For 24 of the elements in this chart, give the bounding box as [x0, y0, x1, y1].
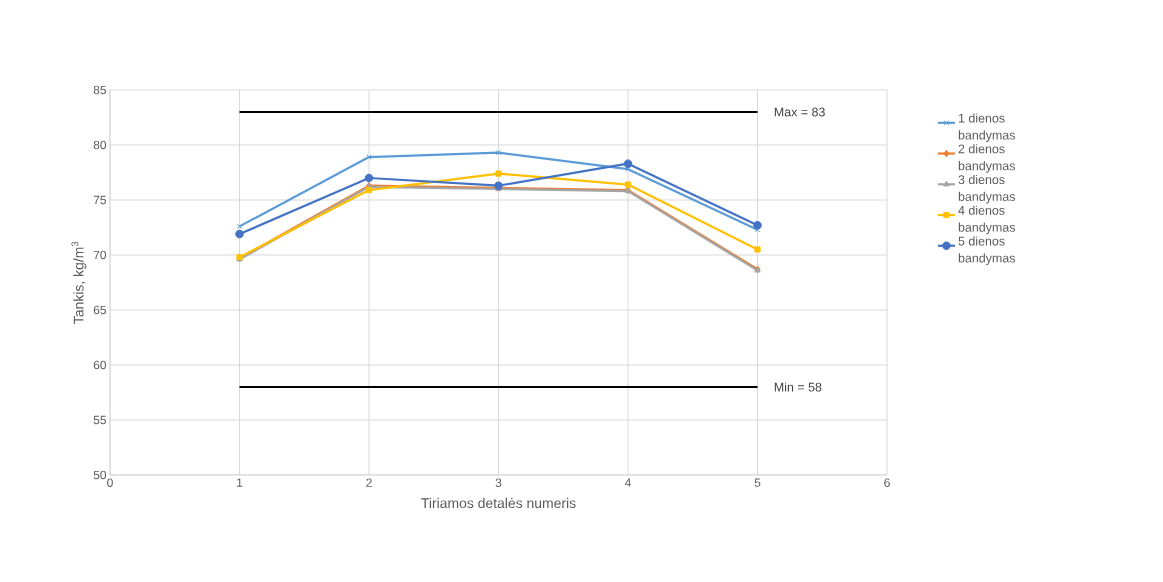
legend-label: 1 dienos bandymas [958, 113, 1016, 142]
legend-label: 3 dienos bandymas [958, 174, 1016, 204]
x-tick-label: 6 [884, 478, 890, 487]
x-tick-label: 3 [495, 478, 502, 487]
x-tick-label: 1 [237, 478, 243, 487]
y-tick-label: 75 [93, 195, 106, 205]
ref-line-label: Min = 58 [774, 382, 822, 392]
y-tick-label: 85 [93, 85, 106, 95]
legend-label: 5 dienos bandymas [958, 236, 1016, 265]
legend-label: 4 dienos bandymas [958, 205, 1016, 235]
y-tick-label: 65 [93, 305, 106, 315]
y-tick-label: 70 [93, 250, 107, 260]
x-tick-label: 2 [366, 478, 372, 487]
x-tick-label: 5 [754, 478, 761, 487]
x-tick-label: 4 [624, 478, 631, 487]
x-axis-title: Tiriamos detalės numeris [421, 497, 576, 509]
y-tick-label: 55 [93, 415, 106, 425]
y-tick-label: 80 [93, 140, 107, 150]
y-axis-title: Tankis, kg/m$^{3}$ [71, 241, 87, 324]
legend-label: 2 dienos bandymas [958, 144, 1016, 173]
y-tick-label: 50 [93, 470, 107, 480]
y-tick-label: 60 [93, 360, 107, 370]
x-tick-label: 0 [107, 478, 113, 487]
ref-line-label: Max = 83 [774, 107, 825, 117]
